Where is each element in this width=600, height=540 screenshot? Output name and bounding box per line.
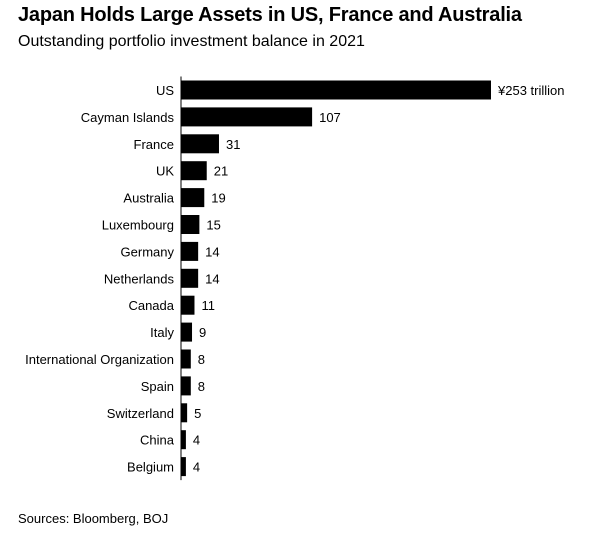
category-label-italy: Italy (150, 325, 174, 340)
value-label-china: 4 (193, 433, 200, 448)
category-label-china: China (140, 433, 175, 448)
bar-canada (181, 295, 195, 315)
category-label-luxembourg: Luxembourg (102, 218, 174, 233)
bar-belgium (181, 457, 186, 477)
category-label-germany: Germany (121, 244, 175, 259)
category-label-canada: Canada (128, 298, 174, 313)
bar-luxembourg (181, 215, 200, 234)
value-label-italy: 9 (199, 325, 206, 340)
value-label-international-organization: 8 (198, 352, 205, 367)
category-label-uk: UK (156, 164, 174, 179)
category-label-france: France (134, 137, 174, 152)
bar-france (181, 134, 219, 154)
category-label-switzerland: Switzerland (107, 406, 174, 421)
chart-title: Japan Holds Large Assets in US, France a… (18, 4, 522, 26)
value-label-belgium: 4 (193, 460, 200, 475)
value-label-us: ¥253 trillion (497, 83, 565, 98)
bar-uk (181, 161, 207, 181)
value-label-luxembourg: 15 (206, 218, 220, 233)
chart-subtitle: Outstanding portfolio investment balance… (18, 33, 365, 50)
value-label-germany: 14 (205, 244, 219, 259)
category-label-spain: Spain (141, 379, 174, 394)
bar-international-organization (181, 349, 191, 369)
bar-switzerland (181, 403, 188, 423)
category-label-us: US (156, 83, 174, 98)
value-label-canada: 11 (201, 298, 215, 313)
category-label-netherlands: Netherlands (104, 271, 175, 286)
value-label-spain: 8 (198, 379, 205, 394)
category-label-australia: Australia (123, 191, 174, 206)
bar-italy (181, 322, 193, 342)
value-label-netherlands: 14 (205, 271, 219, 286)
bar-australia (181, 188, 205, 208)
source-note: Sources: Bloomberg, BOJ (18, 511, 169, 526)
value-label-uk: 21 (214, 164, 228, 179)
bar-netherlands (181, 268, 199, 288)
value-label-france: 31 (226, 137, 240, 152)
value-label-cayman-islands: 107 (319, 110, 341, 125)
category-label-belgium: Belgium (127, 460, 174, 475)
bar-china (181, 430, 186, 450)
value-label-switzerland: 5 (194, 406, 201, 421)
bar-cayman-islands (181, 107, 313, 127)
category-label-cayman-islands: Cayman Islands (81, 110, 175, 125)
bar-us (181, 80, 491, 100)
bar-germany (181, 241, 199, 261)
category-label-international-organization: International Organization (25, 352, 174, 367)
value-label-australia: 19 (211, 191, 225, 206)
bar-spain (181, 376, 191, 396)
